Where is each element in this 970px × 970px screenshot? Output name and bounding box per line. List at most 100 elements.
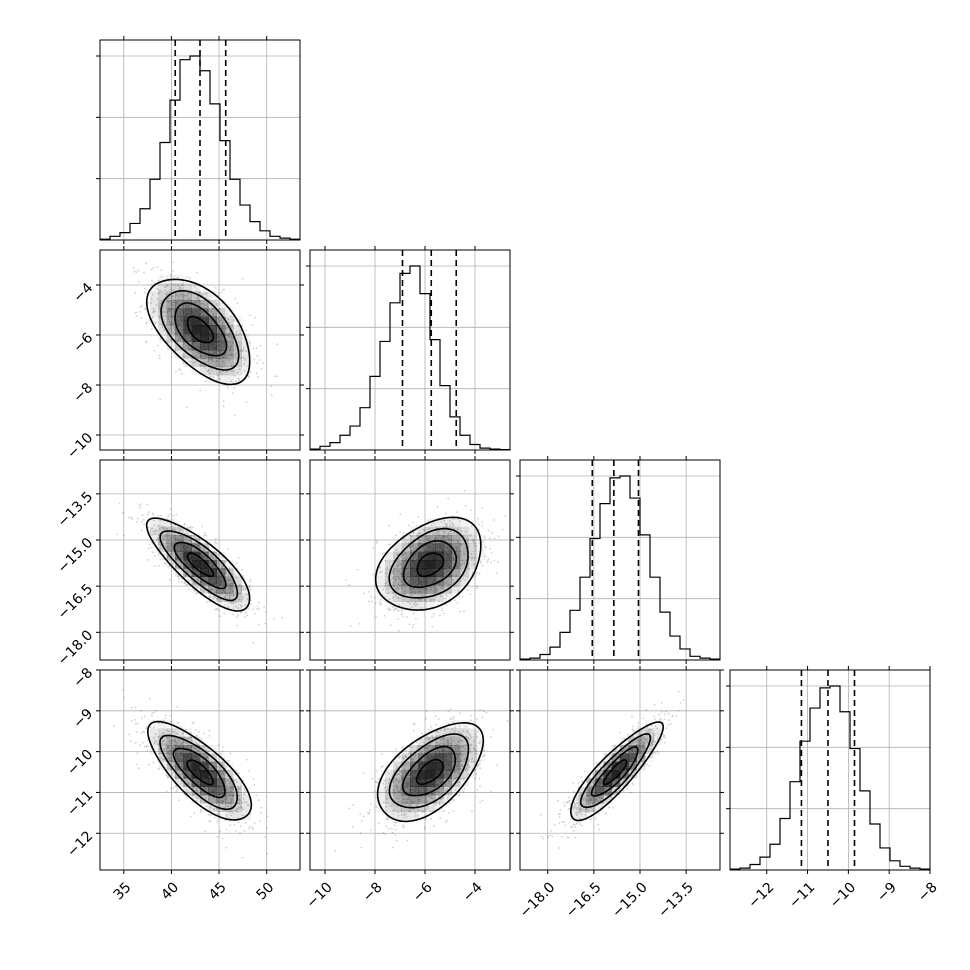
scatter-point <box>448 530 451 532</box>
scatter-point <box>163 740 165 742</box>
scatter-point <box>443 531 446 534</box>
scatter-point <box>459 543 461 546</box>
scatter-point <box>181 293 184 296</box>
scatter-point <box>468 732 471 735</box>
scatter-point <box>192 362 195 365</box>
scatter-point <box>230 805 233 808</box>
scatter-point <box>410 800 413 803</box>
scatter-point <box>196 544 199 547</box>
scatter-point <box>476 765 479 768</box>
scatter-point <box>161 326 164 329</box>
scatter-point <box>207 798 210 801</box>
scatter-point <box>407 802 409 804</box>
scatter-point <box>440 595 443 598</box>
scatter-point <box>231 324 233 327</box>
density-cell <box>216 375 226 384</box>
scatter-point <box>173 765 176 768</box>
scatter-point <box>412 757 415 760</box>
scatter-point <box>140 529 143 532</box>
scatter-point <box>143 745 146 748</box>
scatter-point <box>200 580 203 583</box>
scatter-point <box>147 745 150 748</box>
scatter-point <box>167 341 170 344</box>
scatter-point <box>396 570 399 573</box>
scatter-point <box>430 524 433 527</box>
scatter-point <box>229 594 232 597</box>
contour-3-0-0 <box>186 759 214 786</box>
scatter-point <box>391 846 394 849</box>
scatter-point <box>136 521 139 523</box>
density-1-0 <box>150 275 251 384</box>
scatter-point <box>226 774 229 777</box>
scatter-point <box>165 542 168 545</box>
scatter-point <box>238 802 241 804</box>
scatter-point <box>134 741 137 744</box>
scatter-point <box>196 592 199 595</box>
scatter-point <box>252 358 255 361</box>
scatter-point <box>392 792 395 794</box>
scatter-point <box>171 295 174 298</box>
scatter-point <box>416 603 418 606</box>
panel-frame-1-1 <box>309 249 511 451</box>
scatter-point <box>179 534 182 537</box>
scatter-point <box>166 546 169 549</box>
scatter-point <box>421 796 423 798</box>
scatter-point <box>228 354 231 356</box>
scatter-point <box>181 742 184 745</box>
scatter-point <box>468 772 470 775</box>
density-cell <box>401 551 411 561</box>
density-cell <box>216 366 226 376</box>
scatter-point <box>424 599 426 601</box>
scatter-point <box>398 769 401 772</box>
scatter-point <box>478 742 481 745</box>
scatter-point <box>475 735 478 738</box>
scatter-point <box>390 570 393 573</box>
scatter-point <box>495 571 498 574</box>
scatter-point <box>401 553 404 556</box>
scatter-point <box>222 405 225 408</box>
scatter-point <box>482 755 485 757</box>
scatter-point <box>469 533 472 536</box>
scatter-point <box>430 797 433 800</box>
density-cell <box>183 753 192 762</box>
scatter-point <box>239 825 242 828</box>
density-cell <box>216 560 226 569</box>
density-cell <box>410 601 419 611</box>
density-cell <box>435 593 444 602</box>
scatter-point <box>230 369 232 372</box>
scatter-point <box>204 532 206 535</box>
scatter-point <box>461 560 464 562</box>
density-cell <box>401 576 411 586</box>
scatter-point <box>452 523 455 526</box>
scatter-point <box>235 809 237 812</box>
scatter-point <box>219 308 222 310</box>
scatter-point <box>469 509 472 512</box>
scatter-point <box>240 585 243 588</box>
scatter-point <box>208 820 211 823</box>
scatter-point <box>217 377 220 380</box>
scatter-point <box>428 743 431 746</box>
scatter-point <box>239 592 241 595</box>
scatter-point <box>172 541 175 544</box>
scatter-point <box>497 535 500 538</box>
scatter-point <box>481 521 484 524</box>
scatter-point <box>247 374 250 377</box>
scatter-point <box>237 614 240 616</box>
contour-3-0-2 <box>159 734 239 811</box>
scatter-point <box>210 367 213 370</box>
scatter-point <box>375 806 378 809</box>
density-cell <box>208 585 217 594</box>
scatter-point <box>227 354 229 357</box>
scatter-point <box>426 587 428 590</box>
scatter-point <box>414 812 417 814</box>
scatter-point <box>162 758 165 761</box>
scatter-point <box>443 519 446 522</box>
scatter-point <box>408 751 411 754</box>
scatter-point <box>392 809 395 812</box>
scatter-point <box>244 821 247 824</box>
scatter-point <box>408 623 411 626</box>
scatter-point <box>486 559 489 561</box>
scatter-point <box>199 363 202 366</box>
scatter-point <box>373 596 376 599</box>
scatter-point <box>188 751 191 754</box>
